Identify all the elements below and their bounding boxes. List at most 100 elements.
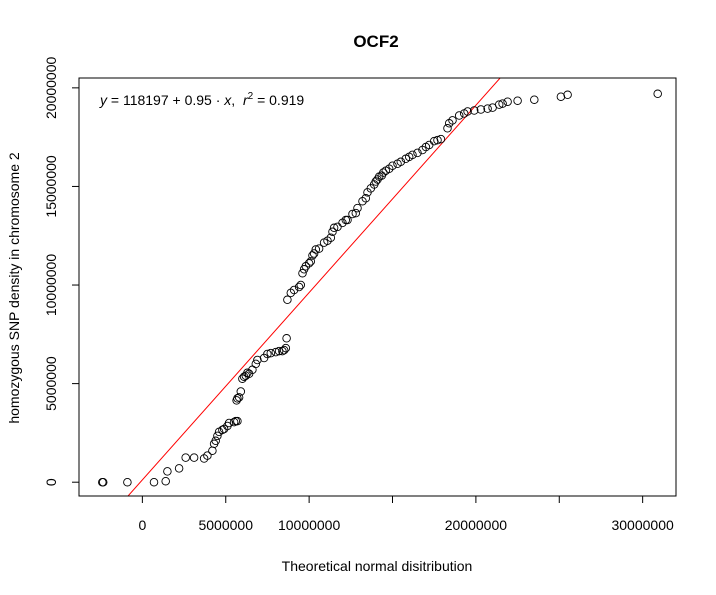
data-point — [283, 295, 292, 305]
data-point — [298, 268, 307, 278]
data-point — [429, 136, 439, 146]
data-point — [233, 416, 242, 426]
data-point — [463, 107, 472, 116]
data-point — [483, 104, 492, 113]
data-point — [503, 97, 512, 106]
data-point — [443, 124, 452, 133]
data-point — [149, 477, 159, 487]
data-point — [296, 280, 306, 290]
data-point — [396, 157, 406, 167]
data-point — [289, 285, 299, 295]
data-point — [234, 393, 244, 402]
equation-y-var: y — [99, 92, 108, 108]
regression-line — [127, 78, 501, 496]
data-point — [361, 194, 371, 203]
equation-middle: = 118197 + 0.95 · — [107, 92, 224, 108]
data-point — [379, 168, 388, 177]
data-point — [233, 394, 242, 403]
data-point — [476, 105, 486, 114]
data-point — [236, 387, 246, 396]
data-point — [413, 148, 422, 158]
data-point — [189, 453, 199, 462]
equation-r-exponent: 2 — [248, 91, 254, 102]
data-point — [174, 464, 184, 473]
y-axis: 0 5000000 10000000 15000000 20000000 — [43, 57, 79, 486]
y-tick-label: 0 — [43, 478, 59, 486]
data-point — [444, 119, 454, 128]
data-point — [388, 161, 397, 170]
y-axis-label: homozygous SNP density in chromosome 2 — [6, 152, 22, 424]
data-point — [211, 436, 220, 446]
y-tick-label: 10000000 — [43, 254, 59, 317]
y-tick-label: 15000000 — [43, 155, 59, 218]
data-point — [311, 245, 321, 254]
data-point — [279, 345, 289, 355]
data-point — [203, 451, 212, 460]
data-point — [436, 134, 446, 144]
data-point — [123, 477, 132, 487]
x-tick-label: 0 — [138, 517, 146, 533]
data-point — [251, 359, 261, 369]
data-point — [556, 92, 566, 101]
data-points — [98, 89, 662, 487]
equation-r-value: = 0.919 — [253, 92, 304, 108]
x-tick-label: 5000000 — [198, 517, 253, 533]
data-point — [306, 257, 316, 266]
data-point — [348, 209, 357, 219]
data-point — [243, 368, 252, 378]
data-point — [498, 99, 507, 108]
data-point — [286, 288, 296, 298]
data-point — [448, 116, 457, 125]
x-axis: 0 5000000 10000000 20000000 30000000 — [138, 496, 674, 533]
data-point — [353, 203, 362, 213]
data-point — [282, 334, 291, 343]
data-point — [181, 453, 190, 462]
data-point — [343, 215, 352, 225]
data-point — [213, 431, 222, 441]
equation-r-var: r — [243, 92, 249, 108]
x-tick-label: 20000000 — [445, 517, 508, 533]
data-point — [408, 150, 417, 160]
data-point — [98, 477, 108, 487]
data-point — [281, 343, 291, 353]
chart-title: OCF2 — [353, 32, 398, 51]
data-point — [229, 417, 239, 427]
data-point — [530, 95, 539, 104]
data-point — [163, 467, 172, 476]
x-axis-label: Theoretical normal disitribution — [282, 558, 473, 574]
equation-separator: , — [231, 92, 243, 108]
data-point — [563, 90, 572, 100]
data-point — [433, 135, 442, 145]
plot-frame — [78, 77, 677, 497]
data-point — [263, 349, 272, 359]
data-point — [309, 249, 319, 258]
data-point — [271, 347, 281, 357]
data-point — [224, 418, 234, 428]
data-point — [351, 208, 361, 218]
data-point — [253, 355, 262, 365]
data-point — [454, 111, 464, 120]
data-point — [161, 476, 170, 486]
data-point — [653, 89, 662, 99]
x-tick-label: 30000000 — [611, 517, 674, 533]
data-point — [208, 446, 217, 455]
regression-equation: y = 118197 + 0.95 · x, r2 = 0.919 — [99, 91, 304, 108]
data-point — [294, 282, 304, 292]
equation-x-var: x — [223, 92, 232, 108]
data-point — [469, 106, 479, 115]
x-tick-label: 10000000 — [278, 517, 341, 533]
data-point — [266, 348, 276, 358]
data-point — [494, 100, 504, 109]
data-point — [329, 223, 339, 233]
data-point — [326, 233, 336, 242]
data-point — [328, 227, 337, 237]
y-tick-label: 20000000 — [43, 57, 59, 120]
y-tick-label: 5000000 — [43, 356, 59, 411]
data-point — [513, 96, 522, 105]
data-point — [358, 196, 367, 206]
data-point — [304, 259, 314, 268]
data-point — [314, 244, 324, 253]
data-point — [341, 215, 351, 225]
data-point — [199, 454, 209, 463]
